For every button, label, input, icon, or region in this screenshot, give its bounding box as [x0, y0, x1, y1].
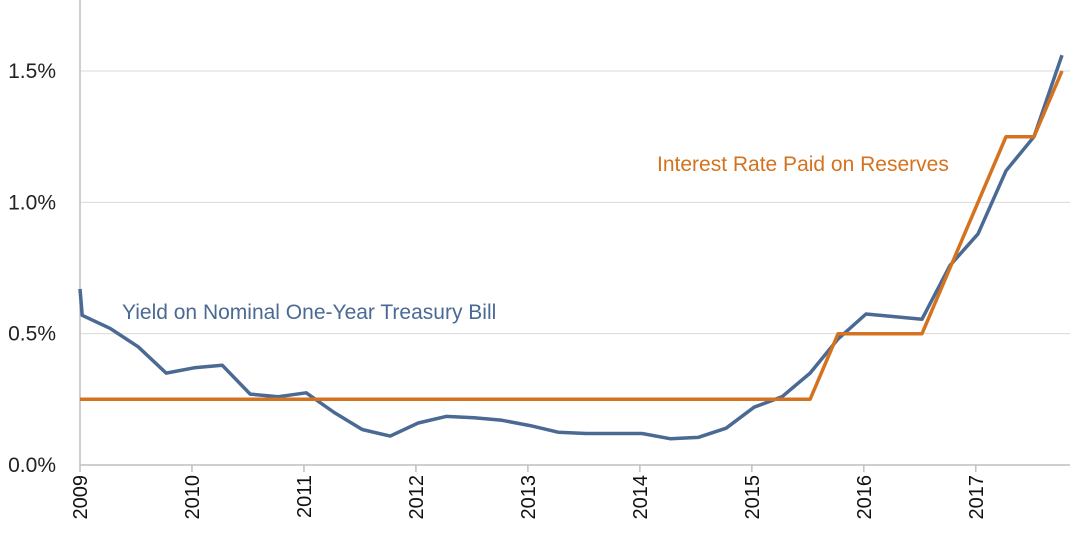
- gridlines: [80, 70, 1070, 335]
- x-tick-label: 2015: [742, 475, 764, 520]
- series-label-reserves-rate: Interest Rate Paid on Reserves: [657, 153, 949, 176]
- y-tick-labels: 0.0% 0.5% 1.0% 1.5%: [8, 60, 56, 477]
- x-tick-label: 2013: [518, 475, 540, 520]
- y-tick-label: 1.5%: [8, 60, 56, 83]
- y-tick-label: 0.0%: [8, 454, 56, 477]
- x-tick-label: 2011: [294, 475, 316, 518]
- y-tick-label: 1.0%: [8, 191, 56, 214]
- series-line-reserves-rate: [80, 70, 1064, 402]
- series-layer: [78, 54, 1064, 441]
- x-tick-label: 2012: [406, 475, 428, 520]
- x-tick-label: 2017: [966, 475, 988, 520]
- x-ticks: 2009 2010 2011 2012 2013 2014 2015 2016 2017: [70, 465, 988, 520]
- x-tick-label: 2010: [182, 475, 204, 520]
- series-label-treasury-bill: Yield on Nominal One-Year Treasury Bill: [122, 301, 496, 324]
- series-line-treasury-bill: [78, 54, 1064, 441]
- x-tick-label: 2014: [630, 475, 652, 520]
- y-tick-label: 0.5%: [8, 323, 56, 346]
- x-tick-label: 2016: [854, 475, 876, 520]
- x-tick-label: 2009: [70, 475, 92, 520]
